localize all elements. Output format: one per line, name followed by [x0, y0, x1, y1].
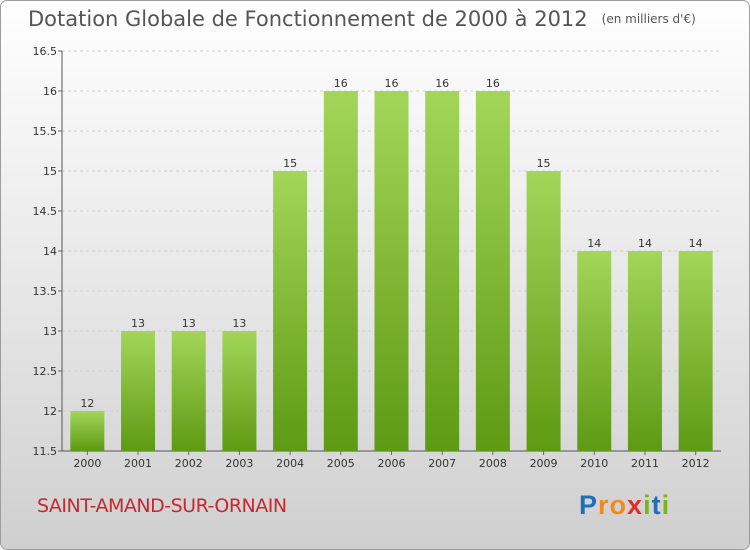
y-tick-label: 13	[43, 325, 57, 338]
unit-label: (en milliers d'€)	[601, 12, 696, 26]
x-tick-label: 2002	[175, 457, 203, 470]
y-tick-label: 12.5	[33, 365, 58, 378]
bar-value-label: 16	[486, 77, 500, 90]
bar-value-label: 13	[232, 317, 246, 330]
bar-value-label: 14	[689, 237, 703, 250]
bar-value-label: 14	[638, 237, 652, 250]
x-tick-label: 2011	[631, 457, 659, 470]
y-tick-label: 12	[43, 405, 57, 418]
bar-value-label: 16	[334, 77, 348, 90]
bar-value-label: 16	[385, 77, 399, 90]
y-tick-label: 11.5	[33, 445, 58, 458]
bar-value-label: 12	[80, 397, 94, 410]
x-tick-label: 2001	[124, 457, 152, 470]
bar	[374, 91, 409, 451]
y-tick-label: 14	[43, 245, 57, 258]
bar	[526, 171, 561, 451]
y-tick-label: 13.5	[33, 285, 58, 298]
bar	[475, 91, 510, 451]
x-tick-label: 2000	[73, 457, 101, 470]
x-tick-label: 2009	[530, 457, 558, 470]
bar	[222, 331, 257, 451]
bar	[70, 411, 105, 451]
bar	[425, 91, 460, 451]
bar	[121, 331, 156, 451]
proxiti-logo[interactable]: Proxiti	[579, 490, 671, 520]
bar	[171, 331, 206, 451]
x-tick-label: 2008	[479, 457, 507, 470]
bar-value-label: 13	[182, 317, 196, 330]
labels: 11.5 12 12.5 13 13.5 14 14.5 15 15.5 16 16.5 12 2000…	[33, 45, 710, 470]
x-tick-label: 2007	[428, 457, 456, 470]
y-tick-label: 14.5	[33, 205, 58, 218]
x-tick-label: 2004	[276, 457, 304, 470]
x-tick-label: 2012	[682, 457, 710, 470]
x-tick-label: 2006	[378, 457, 406, 470]
title-text: Dotation Globale de Fonctionnement de 20…	[28, 7, 588, 31]
y-tick-label: 16.5	[33, 45, 58, 58]
x-tick-label: 2003	[225, 457, 253, 470]
bar	[627, 251, 662, 451]
y-tick-label: 15.5	[33, 125, 58, 138]
chart-title: Dotation Globale de Fonctionnement de 20…	[28, 7, 696, 31]
bar-value-label: 15	[537, 157, 551, 170]
bar	[323, 91, 358, 451]
x-tick-label: 2010	[580, 457, 608, 470]
bar-value-label: 13	[131, 317, 145, 330]
y-tick-label: 16	[43, 85, 57, 98]
bar	[678, 251, 713, 451]
bar-value-label: 16	[435, 77, 449, 90]
bar	[273, 171, 308, 451]
bar	[577, 251, 612, 451]
x-tick-label: 2005	[327, 457, 355, 470]
city-name: SAINT-AMAND-SUR-ORNAIN	[37, 495, 287, 517]
bar-value-label: 14	[587, 237, 601, 250]
y-tick-label: 15	[43, 165, 57, 178]
bars	[70, 91, 713, 451]
bar-value-label: 15	[283, 157, 297, 170]
